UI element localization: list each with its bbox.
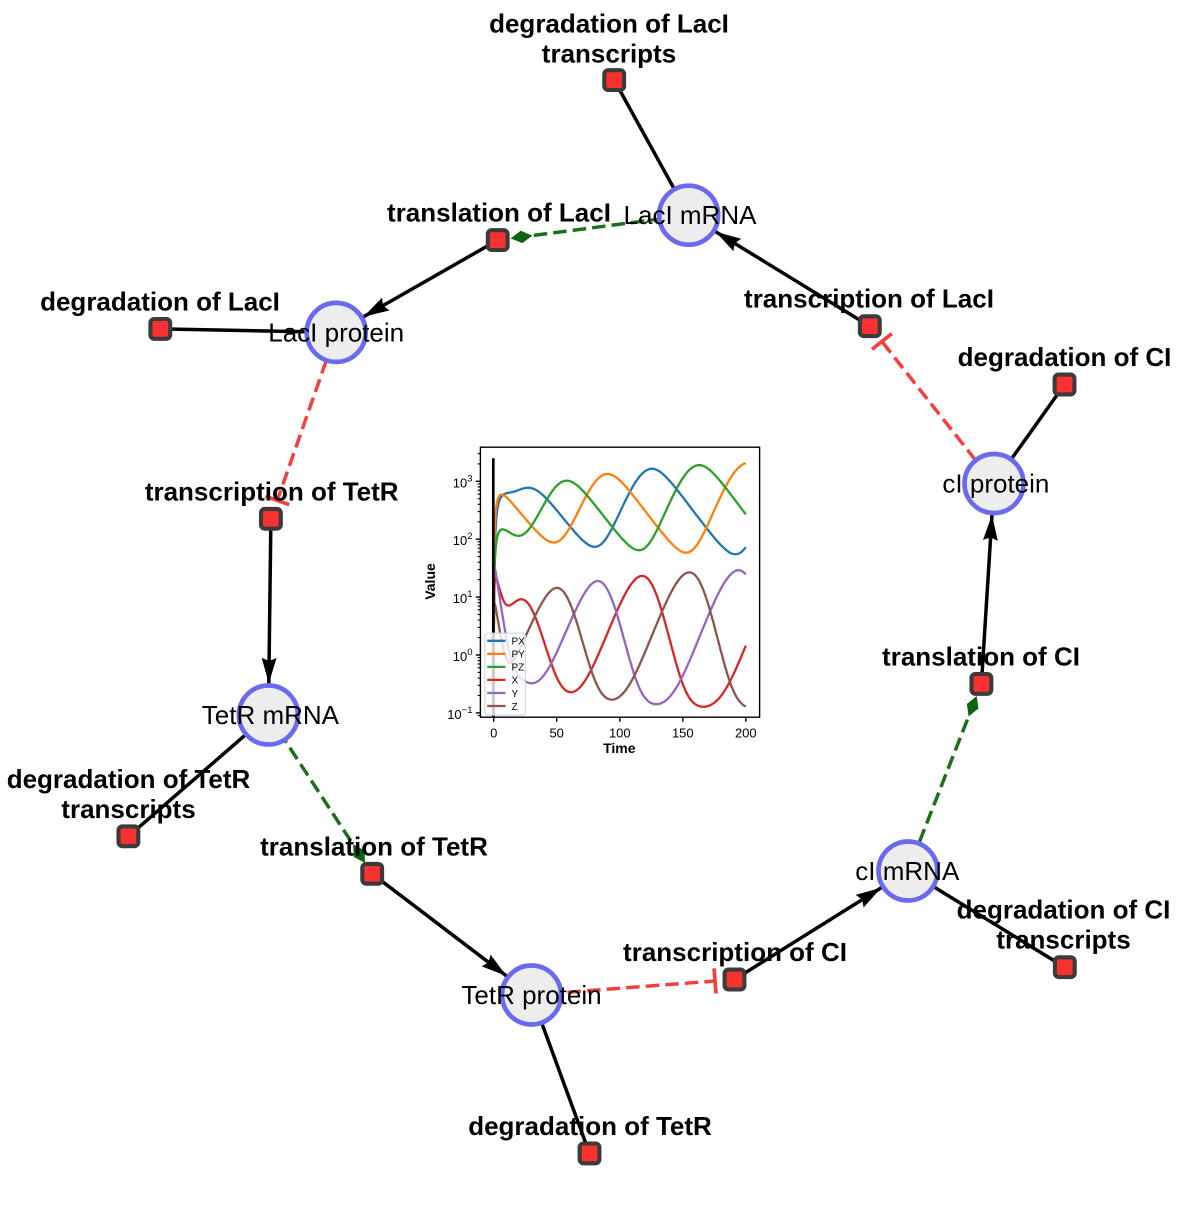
svg-text:translation of LacI: translation of LacI	[387, 198, 611, 228]
svg-text:TetR protein: TetR protein	[461, 980, 601, 1010]
svg-text:transcripts: transcripts	[996, 925, 1130, 955]
svg-text:PY: PY	[512, 650, 526, 661]
svg-text:cI protein: cI protein	[942, 469, 1049, 499]
svg-text:50: 50	[549, 726, 563, 741]
svg-text:degradation of TetR: degradation of TetR	[7, 764, 251, 794]
svg-text:Value: Value	[422, 563, 438, 600]
svg-text:200: 200	[735, 726, 757, 741]
svg-text:transcripts: transcripts	[542, 39, 676, 69]
svg-text:translation of TetR: translation of TetR	[260, 831, 488, 861]
svg-text:TetR mRNA: TetR mRNA	[202, 700, 340, 730]
svg-text:transcription of CI: transcription of CI	[623, 937, 847, 967]
svg-text:LacI mRNA: LacI mRNA	[624, 200, 758, 230]
svg-text:Y: Y	[512, 689, 519, 700]
svg-text:0: 0	[490, 726, 497, 741]
svg-text:Z: Z	[512, 702, 518, 713]
svg-text:PZ: PZ	[512, 663, 525, 674]
svg-text:degradation of LacI: degradation of LacI	[489, 9, 729, 39]
svg-text:transcription of TetR: transcription of TetR	[145, 476, 399, 506]
svg-text:Time: Time	[603, 740, 636, 756]
svg-text:100: 100	[609, 726, 631, 741]
svg-text:translation of CI: translation of CI	[882, 641, 1080, 671]
svg-text:150: 150	[672, 726, 694, 741]
svg-text:transcription of LacI: transcription of LacI	[744, 284, 994, 314]
svg-text:degradation of LacI: degradation of LacI	[40, 286, 280, 316]
svg-text:cI mRNA: cI mRNA	[855, 856, 960, 886]
svg-text:transcripts: transcripts	[61, 794, 195, 824]
svg-text:X: X	[512, 676, 519, 687]
svg-text:LacI protein: LacI protein	[268, 317, 404, 347]
svg-text:degradation of CI: degradation of CI	[958, 342, 1172, 372]
svg-text:degradation of CI: degradation of CI	[957, 895, 1171, 925]
svg-text:degradation of TetR: degradation of TetR	[468, 1111, 712, 1141]
svg-text:PX: PX	[512, 637, 526, 648]
